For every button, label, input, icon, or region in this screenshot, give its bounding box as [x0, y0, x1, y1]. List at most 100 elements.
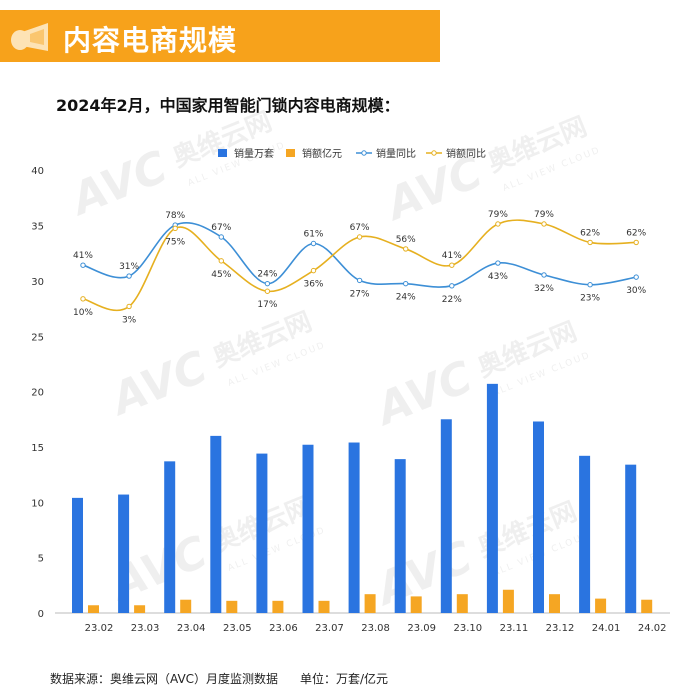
volume-yoy-data-label: 32% [534, 284, 554, 294]
sales-yoy-point [541, 221, 547, 227]
sales-yoy-point [356, 234, 363, 240]
x-tick-label: 23.08 [361, 623, 390, 634]
x-tick-label: 23.12 [546, 623, 575, 634]
footer-source: 数据来源：奥维云网（AVC）月度监测数据 [50, 672, 279, 686]
volume-yoy-data-label: 23% [580, 294, 600, 304]
watermark-text: 奥维云网 [483, 111, 591, 179]
bar-sales [226, 600, 238, 613]
bar-volume [302, 444, 314, 613]
legend-label: 销量万套 [234, 147, 274, 160]
sales-yoy-point [587, 239, 593, 246]
x-tick-label: 23.10 [453, 623, 482, 634]
bar-sales [410, 596, 422, 613]
volume-yoy-point [310, 240, 317, 247]
sales-yoy-point [403, 246, 409, 252]
bar-sales [318, 600, 330, 613]
sales-yoy-point [264, 288, 271, 294]
sales-yoy-point [172, 225, 178, 232]
watermark-text: 奥维云网 [473, 316, 581, 384]
bar-sales [134, 605, 146, 613]
sales-yoy-data-label: 3% [122, 315, 137, 325]
sales-yoy-point [495, 221, 501, 227]
legend-swatch [286, 149, 295, 157]
lines-layer: 41% 31% 78% 67% 24% 61% 27% 24% 22% 43% 32% 23% 30% 1… [73, 210, 647, 325]
sales-yoy-data-label: 79% [488, 210, 508, 220]
y-tick-label: 35 [31, 222, 44, 233]
sales-yoy-data-label: 75% [165, 237, 185, 247]
bar-volume [118, 494, 130, 613]
y-tick-label: 25 [31, 332, 44, 343]
sales-yoy-point [633, 239, 639, 246]
bar-volume [348, 442, 360, 613]
x-tick-label: 23.03 [131, 623, 160, 634]
sales-yoy-point [218, 258, 225, 264]
volume-yoy-point [218, 234, 225, 240]
volume-yoy-point [80, 262, 86, 268]
volume-yoy-point [356, 277, 363, 284]
legend-label: 销量同比 [376, 147, 416, 160]
footer-unit: 单位：万套/亿元 [300, 672, 389, 686]
bar-volume [579, 455, 591, 613]
bar-sales [456, 594, 468, 613]
legend-swatch [218, 149, 227, 157]
bar-volume [164, 461, 176, 613]
bar-sales [88, 605, 99, 613]
volume-yoy-point [449, 283, 455, 289]
volume-yoy-point [587, 282, 593, 288]
sales-yoy-data-label: 17% [257, 300, 277, 310]
bar-sales [502, 589, 514, 613]
bar-sales [595, 598, 607, 613]
bar-volume [440, 419, 452, 613]
legend-marker [431, 150, 437, 156]
sales-yoy-point [126, 303, 132, 310]
bar-volume [394, 459, 406, 613]
bar-volume [625, 464, 637, 613]
legend-label: 销额亿元 [302, 147, 342, 160]
sales-yoy-data-label: 41% [442, 251, 462, 261]
y-tick-label: 10 [31, 498, 44, 509]
y-tick-label: 0 [38, 609, 44, 620]
x-tick-label: 24.02 [638, 623, 667, 634]
volume-yoy-data-label: 31% [119, 262, 139, 272]
volume-yoy-point [541, 272, 547, 278]
y-tick-label: 15 [31, 443, 44, 454]
volume-yoy-point [633, 274, 639, 280]
volume-yoy-point [264, 280, 271, 287]
bar-sales [549, 594, 560, 613]
legend: 销量万套 销额亿元 销量同比 销额同比 [218, 147, 486, 160]
watermark-text: AVC [62, 141, 174, 226]
sales-yoy-data-label: 62% [626, 228, 646, 238]
x-tick-label: 23.02 [85, 623, 114, 634]
x-tick-label: 24.01 [592, 623, 621, 634]
x-tick-label: 23.07 [315, 623, 344, 634]
volume-yoy-data-label: 41% [73, 251, 93, 261]
x-tick-label: 23.11 [500, 623, 529, 634]
y-tick-label: 40 [31, 166, 44, 177]
sales-yoy-data-label: 67% [350, 223, 370, 233]
volume-yoy-point [403, 280, 409, 287]
sales-yoy-data-label: 36% [303, 280, 323, 290]
y-tick-label: 30 [31, 277, 44, 288]
header-banner: 内容电商规模 [0, 10, 440, 62]
bar-sales [180, 599, 192, 613]
watermark-text: 奥维云网 [208, 306, 316, 374]
axis-layer: 40 35 30 25 20 15 10 5 0 23.02 23.03 23.04 23.05 23.0… [31, 166, 670, 634]
watermark-text: AVC [367, 351, 479, 436]
x-tick-label: 23.05 [223, 623, 252, 634]
sales-yoy-data-label: 10% [73, 308, 93, 318]
volume-yoy-data-label: 78% [165, 211, 185, 221]
bar-sales [364, 594, 376, 613]
legend-label: 销额同比 [446, 147, 486, 160]
watermark-text: 奥维云网 [168, 106, 276, 174]
horn-icon [11, 23, 48, 51]
sales-yoy-data-label: 56% [396, 235, 416, 245]
x-tick-label: 23.04 [177, 623, 206, 634]
volume-yoy-data-label: 24% [257, 270, 277, 280]
sales-yoy-point [80, 296, 86, 302]
volume-yoy-data-label: 30% [626, 286, 646, 296]
sales-yoy-point [449, 262, 455, 268]
volume-yoy-data-label: 43% [488, 272, 508, 282]
